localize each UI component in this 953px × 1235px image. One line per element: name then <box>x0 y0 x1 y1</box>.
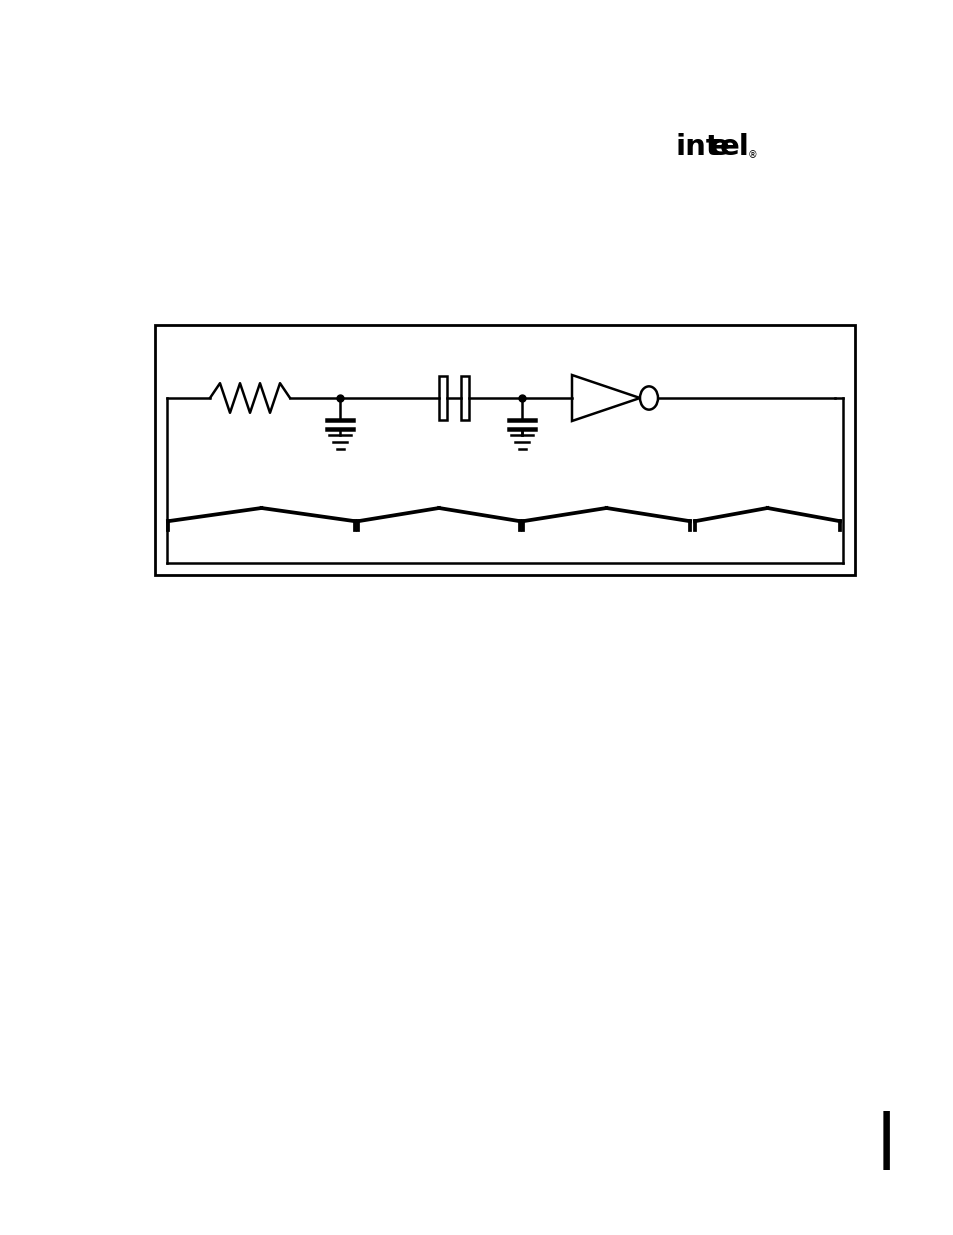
Text: int: int <box>675 133 720 161</box>
Text: e: e <box>709 133 729 161</box>
Bar <box>154 325 854 576</box>
Bar <box>460 375 469 420</box>
Text: |: | <box>875 1110 896 1170</box>
Text: el: el <box>720 133 749 161</box>
Text: ®: ® <box>747 149 757 161</box>
Bar <box>438 375 447 420</box>
